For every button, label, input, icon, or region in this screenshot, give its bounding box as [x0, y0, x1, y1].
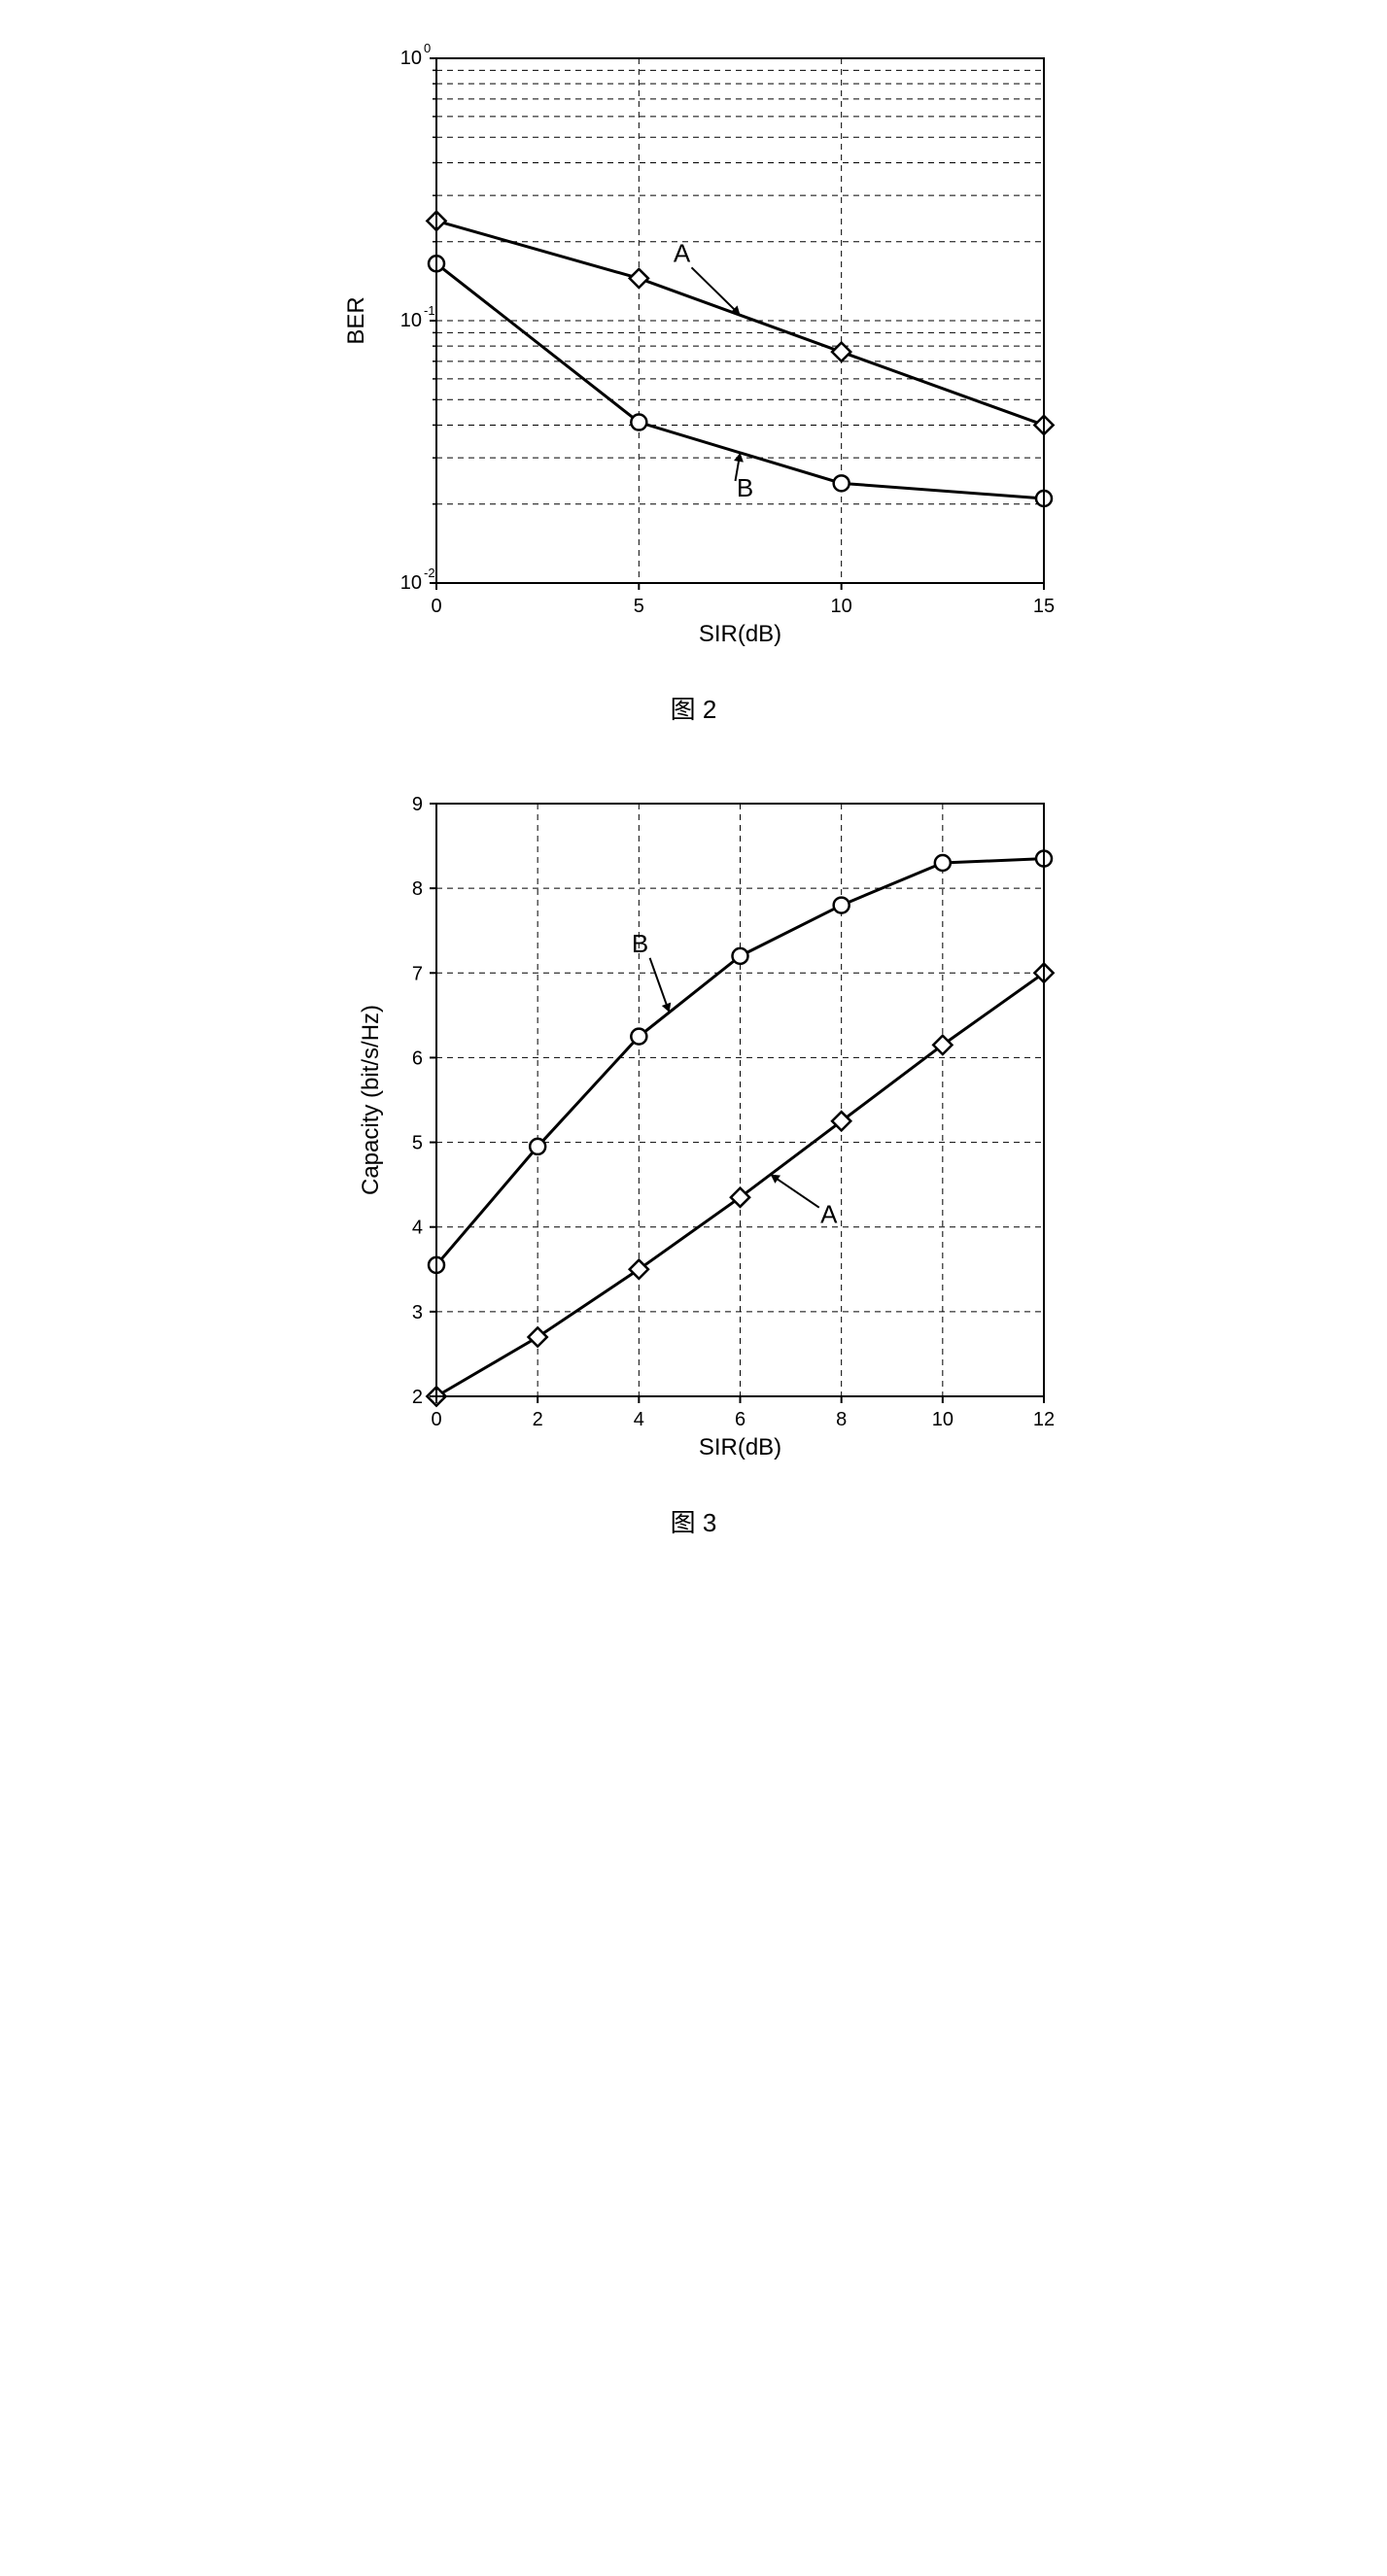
svg-text:5: 5: [633, 596, 643, 617]
svg-text:4: 4: [411, 1218, 422, 1239]
svg-text:10: 10: [931, 1409, 953, 1430]
svg-text:4: 4: [633, 1409, 643, 1430]
svg-text:9: 9: [411, 794, 422, 815]
svg-text:12: 12: [1032, 1409, 1054, 1430]
figure-3-svg: 02468101223456789SIR(dB)Capacity (bit/s/…: [325, 784, 1063, 1484]
svg-text:0: 0: [424, 41, 431, 55]
svg-text:8: 8: [411, 878, 422, 900]
svg-text:B: B: [736, 473, 752, 502]
figure-3-caption: 图 3: [325, 1503, 1063, 1539]
svg-text:SIR(dB): SIR(dB): [698, 1434, 780, 1460]
svg-text:8: 8: [836, 1409, 847, 1430]
svg-text:SIR(dB): SIR(dB): [698, 621, 780, 647]
svg-text:10: 10: [399, 310, 421, 331]
svg-text:-1: -1: [424, 303, 435, 318]
svg-text:BER: BER: [343, 296, 369, 344]
svg-text:6: 6: [411, 1048, 422, 1069]
svg-text:0: 0: [431, 1409, 441, 1430]
svg-text:3: 3: [411, 1302, 422, 1323]
figure-2: 05101510-210-1100SIR(dB)BERAB 图 2: [325, 39, 1063, 726]
svg-text:0: 0: [431, 596, 441, 617]
svg-text:10: 10: [399, 572, 421, 594]
svg-text:10: 10: [830, 596, 851, 617]
figure-2-svg: 05101510-210-1100SIR(dB)BERAB: [325, 39, 1063, 670]
svg-text:15: 15: [1032, 596, 1054, 617]
svg-text:10: 10: [399, 48, 421, 69]
svg-text:Capacity (bit/s/Hz): Capacity (bit/s/Hz): [358, 1005, 384, 1195]
svg-text:6: 6: [734, 1409, 745, 1430]
svg-text:5: 5: [411, 1133, 422, 1154]
svg-text:A: A: [820, 1200, 838, 1229]
svg-text:B: B: [631, 929, 647, 958]
svg-text:7: 7: [411, 963, 422, 984]
svg-text:-2: -2: [424, 566, 435, 580]
svg-text:2: 2: [532, 1409, 542, 1430]
svg-text:2: 2: [411, 1387, 422, 1408]
figure-3: 02468101223456789SIR(dB)Capacity (bit/s/…: [325, 784, 1063, 1539]
svg-text:A: A: [673, 238, 690, 267]
figure-2-caption: 图 2: [325, 690, 1063, 726]
